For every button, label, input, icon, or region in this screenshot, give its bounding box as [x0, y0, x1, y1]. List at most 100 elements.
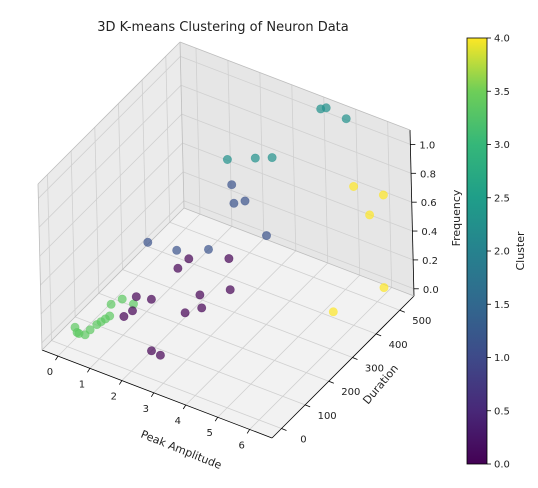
y-axis-line: [271, 295, 415, 439]
x-tick-label: 6: [238, 440, 244, 451]
pane-edge: [37, 41, 181, 185]
data-point: [197, 303, 207, 313]
data-point: [229, 198, 239, 208]
colorbar-tick-label: 0.5: [494, 406, 510, 417]
data-point: [195, 290, 205, 300]
data-point: [365, 210, 375, 220]
z-gridline: [40, 171, 184, 315]
z-gridline: [40, 142, 183, 286]
colorbar-tick-label: 4.0: [494, 34, 510, 45]
y-gridline: [98, 292, 329, 382]
pane-edge: [179, 41, 411, 131]
colorbar-tick-label: 1.5: [494, 300, 510, 311]
z-tick-label: 0.2: [422, 256, 438, 267]
y-gridline: [51, 340, 282, 429]
data-point: [117, 294, 127, 304]
pane-edge: [183, 207, 415, 297]
z-gridline: [183, 200, 414, 290]
back-wall-pane: [180, 42, 414, 296]
pane-edge: [37, 183, 43, 351]
y-tick-mark: [352, 357, 358, 360]
y-gridline: [165, 56, 171, 223]
x-gridline: [121, 238, 265, 381]
y-tick-mark: [304, 404, 311, 408]
data-point: [105, 311, 115, 321]
data-point: [204, 244, 214, 254]
x-tick-mark: [150, 392, 155, 397]
z-axis-label: Frequency: [450, 189, 463, 246]
grid-lines: [38, 48, 414, 430]
y-tick-label: 200: [341, 387, 360, 398]
x-gridline: [185, 262, 329, 406]
data-point: [147, 346, 157, 356]
y-tick-mark: [328, 380, 334, 384]
data-point: [180, 308, 190, 318]
x-gridline: [153, 250, 297, 394]
x-tick-label: 1: [79, 379, 85, 390]
x-tick-label: 3: [143, 404, 149, 415]
colorbar-tick-label: 3.0: [494, 140, 510, 151]
tick-marks: 0 1 2 3 4 5 6 0 100 200 300 400 500 0.0 0.2 0.4 0.6 0.8 1.…: [47, 140, 439, 451]
data-point: [316, 104, 326, 114]
y-tick-label: 100: [318, 411, 337, 422]
colorbar-tick-label: 1.0: [494, 353, 510, 364]
chart-title: 3D K-means Clustering of Neuron Data: [97, 20, 348, 35]
data-point: [128, 306, 138, 316]
colorbar-tick-label: 3.5: [494, 87, 510, 98]
x-tick-label: 4: [175, 416, 181, 427]
colorbar-tick-label: 0.0: [494, 460, 510, 471]
data-point: [328, 307, 338, 317]
y-tick-label: 400: [389, 340, 408, 351]
z-gridline: [39, 113, 183, 257]
y-gridline: [141, 79, 147, 246]
z-tick-label: 0.6: [421, 198, 437, 209]
data-point: [119, 311, 129, 321]
z-axis-line: [409, 129, 415, 297]
x-tick-mark: [87, 368, 91, 373]
z-gridline: [38, 85, 182, 228]
data-point: [250, 153, 260, 163]
y-tick-label: 500: [412, 316, 431, 327]
z-tick-label: 1.0: [419, 140, 435, 151]
z-tick-label: 0.0: [423, 285, 439, 296]
data-point: [240, 196, 250, 206]
axis-lines: [37, 41, 415, 439]
colorbar-tick-label: 2.5: [494, 193, 510, 204]
data-point: [379, 283, 389, 293]
y-gridline: [94, 127, 100, 294]
x-gridline: [291, 84, 297, 251]
data-point: [146, 294, 156, 304]
x-tick-mark: [214, 417, 219, 422]
pane-edge: [41, 207, 185, 351]
colorbar-ticks: 0.0 0.5 1.0 1.5 2.0 2.5 3.0 3.5 4.0: [487, 34, 510, 471]
x-tick-label: 2: [111, 392, 117, 403]
x-gridline: [249, 287, 392, 430]
y-gridline: [145, 245, 377, 335]
x-gridline: [387, 121, 393, 288]
axis-panes: [38, 42, 414, 438]
x-tick-label: 0: [47, 367, 53, 378]
colorbar-tick-label: 2.0: [494, 247, 510, 258]
y-tick-mark: [399, 309, 405, 313]
pane-edge: [179, 41, 185, 209]
y-gridline: [169, 221, 400, 311]
y-tick-mark: [281, 428, 287, 431]
x-gridline: [227, 60, 233, 227]
y-gridline: [118, 103, 123, 270]
data-point: [155, 350, 165, 360]
z-gridline: [182, 171, 414, 261]
y-tick-mark: [375, 333, 382, 337]
z-tick-label: 0.4: [421, 227, 437, 238]
data-point: [143, 237, 153, 247]
floor-pane: [42, 208, 414, 438]
x-gridline: [195, 48, 201, 215]
data-point: [341, 114, 351, 124]
data-point: [225, 285, 235, 295]
x-tick-label: 5: [207, 428, 213, 439]
colorbar: [466, 37, 488, 465]
z-tick-label: 0.8: [420, 169, 436, 180]
x-tick-mark: [246, 429, 250, 434]
x-tick-mark: [55, 355, 59, 361]
data-point: [173, 263, 183, 273]
y-gridline: [122, 269, 353, 358]
